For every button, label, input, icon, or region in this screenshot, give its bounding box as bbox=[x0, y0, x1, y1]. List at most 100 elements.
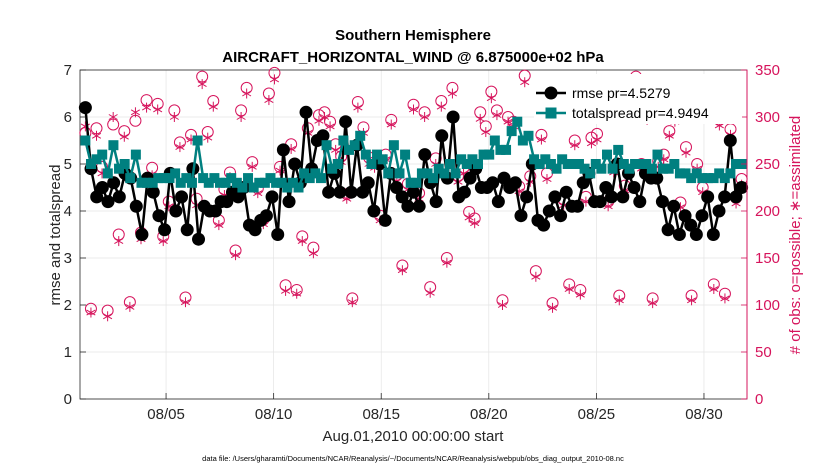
x-axis-label: Aug.01,2010 00:00:00 start bbox=[323, 428, 505, 445]
totalspread-point bbox=[641, 159, 652, 169]
assimilated-obs-point bbox=[575, 289, 585, 300]
assimilated-obs-point bbox=[264, 95, 274, 106]
rmse-point bbox=[508, 176, 522, 190]
totalspread-point bbox=[198, 173, 209, 184]
totalspread-point bbox=[540, 154, 551, 165]
rmse-point bbox=[435, 129, 449, 143]
totalspread-point bbox=[579, 163, 590, 174]
totalspread-point bbox=[119, 159, 130, 169]
assimilated-obs-point bbox=[153, 104, 163, 115]
assimilated-obs-point bbox=[353, 102, 363, 113]
rmse-point bbox=[192, 232, 206, 246]
assimilated-obs-point bbox=[592, 134, 602, 145]
totalspread-point bbox=[719, 173, 730, 184]
totalspread-point bbox=[366, 159, 377, 169]
totalspread-point bbox=[630, 159, 641, 169]
totalspread-point bbox=[91, 154, 102, 165]
rmse-point bbox=[220, 195, 234, 209]
totalspread-point bbox=[607, 163, 618, 174]
assimilated-obs-point bbox=[425, 287, 435, 298]
totalspread-point bbox=[658, 163, 669, 174]
chart-subtitle: AIRCRAFT_HORIZONTAL_WIND @ 6.875000e+02 … bbox=[222, 49, 604, 66]
totalspread-point bbox=[489, 135, 500, 146]
rmse-point bbox=[78, 101, 92, 115]
y2-tick-label: 250 bbox=[755, 156, 780, 173]
assimilated-obs-point bbox=[103, 311, 113, 322]
totalspread-point bbox=[142, 177, 153, 188]
y-tick-label: 3 bbox=[64, 250, 72, 267]
totalspread-point bbox=[80, 135, 91, 146]
totalspread-point bbox=[85, 159, 96, 169]
y2-tick-label: 350 bbox=[755, 62, 780, 79]
rmse-point bbox=[576, 176, 590, 190]
assimilated-obs-point bbox=[520, 77, 530, 88]
assimilated-obs-point bbox=[242, 88, 252, 99]
assimilated-obs-point bbox=[292, 288, 302, 299]
rmse-point bbox=[633, 195, 647, 209]
rmse-point bbox=[735, 181, 749, 194]
rmse-point bbox=[723, 134, 737, 147]
totalspread-point bbox=[265, 173, 276, 184]
rmse-point bbox=[282, 195, 296, 209]
totalspread-point bbox=[461, 159, 472, 169]
totalspread-point bbox=[573, 159, 584, 169]
assimilated-obs-point bbox=[648, 298, 658, 309]
totalspread-point bbox=[170, 168, 181, 179]
totalspread-point bbox=[590, 159, 601, 169]
assimilated-obs-point bbox=[281, 285, 291, 296]
rmse-point bbox=[429, 195, 443, 209]
y2-tick-label: 200 bbox=[755, 203, 780, 220]
totalspread-point bbox=[136, 177, 147, 188]
totalspread-point bbox=[287, 177, 298, 188]
rmse-point bbox=[129, 199, 143, 213]
totalspread-point bbox=[181, 173, 192, 184]
totalspread-point bbox=[506, 126, 517, 137]
totalspread-point bbox=[282, 182, 293, 193]
rmse-point bbox=[316, 129, 330, 143]
rmse-point bbox=[684, 218, 698, 232]
assimilated-obs-point bbox=[308, 248, 318, 259]
totalspread-point bbox=[248, 182, 259, 193]
assimilated-obs-point bbox=[130, 107, 141, 118]
assimilated-obs-point bbox=[570, 140, 580, 151]
rmse-point bbox=[718, 190, 732, 204]
rmse-point bbox=[667, 199, 681, 213]
rmse-point bbox=[208, 204, 222, 218]
assimilated-obs-point bbox=[203, 132, 213, 143]
rmse-point bbox=[650, 171, 664, 185]
totalspread-point bbox=[624, 163, 635, 174]
totalspread-point bbox=[147, 177, 158, 188]
totalspread-point bbox=[254, 177, 265, 188]
rmse-point bbox=[248, 223, 262, 237]
assimilated-obs-point bbox=[169, 112, 179, 122]
totalspread-point bbox=[355, 130, 366, 141]
rmse-point bbox=[356, 185, 370, 199]
totalspread-point bbox=[388, 140, 399, 151]
y-axis-label: rmse and totalspread bbox=[47, 165, 64, 306]
x-tick-label: 08/05 bbox=[147, 406, 185, 423]
rmse-point bbox=[457, 185, 471, 199]
totalspread-point bbox=[568, 159, 579, 169]
totalspread-point bbox=[383, 168, 394, 179]
totalspread-point bbox=[433, 163, 444, 174]
legend-rmse-marker bbox=[544, 86, 558, 100]
assimilated-obs-point bbox=[686, 295, 697, 306]
rmse-point bbox=[627, 181, 641, 194]
rmse-point bbox=[542, 204, 556, 218]
rmse-point bbox=[599, 181, 613, 194]
rmse-point bbox=[520, 190, 534, 204]
rmse-point bbox=[299, 105, 313, 119]
totalspread-point bbox=[674, 168, 685, 179]
rmse-point bbox=[689, 228, 703, 241]
assimilated-obs-point bbox=[119, 131, 129, 142]
totalspread-point bbox=[394, 168, 405, 179]
rmse-point bbox=[695, 209, 709, 223]
rmse-point bbox=[706, 228, 720, 241]
totalspread-point bbox=[618, 159, 629, 169]
rmse-point bbox=[169, 204, 183, 218]
rmse-point bbox=[101, 195, 115, 209]
rmse-point bbox=[497, 171, 511, 185]
totalspread-point bbox=[501, 144, 512, 155]
legend-totalspread-label: totalspread pr=4.9494 bbox=[572, 105, 709, 121]
